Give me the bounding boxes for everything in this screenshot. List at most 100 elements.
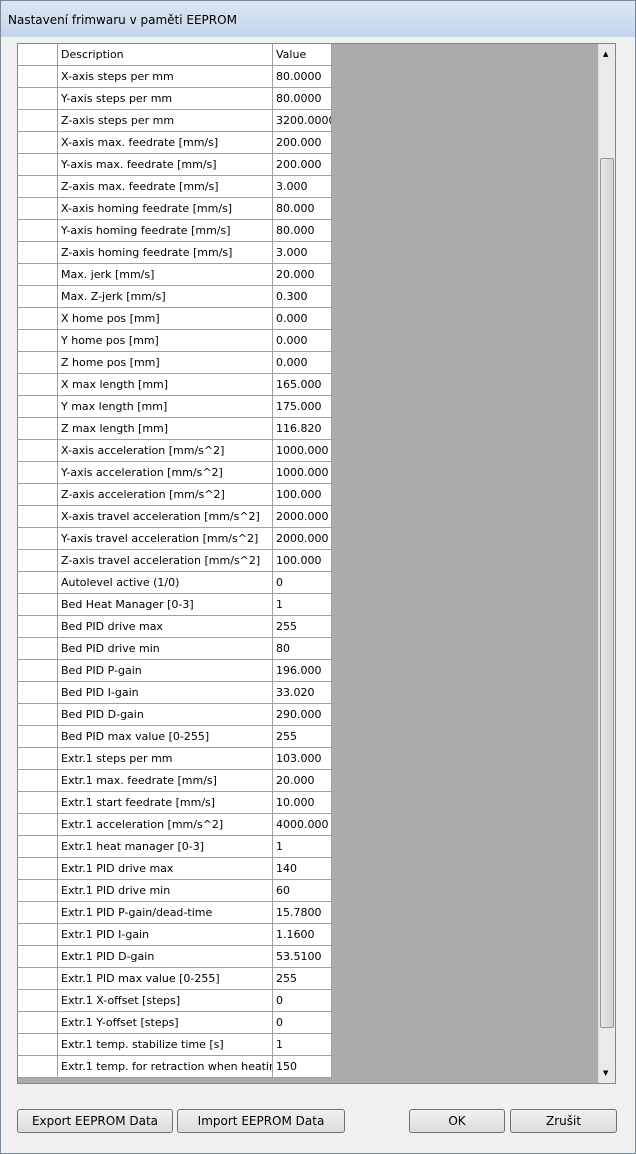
table-cell[interactable]: 20.000 (273, 770, 332, 792)
table-cell[interactable]: 4000.000 (273, 814, 332, 836)
row-header[interactable] (18, 638, 58, 660)
table-cell[interactable]: 80.0000 (273, 66, 332, 88)
row-header[interactable] (18, 880, 58, 902)
scrollbar[interactable]: ▲ ▼ (598, 44, 615, 1083)
button[interactable]: OK (409, 1109, 505, 1133)
table-cell[interactable]: X max length [mm] (58, 374, 273, 396)
table-cell[interactable]: 255 (273, 616, 332, 638)
table-cell[interactable]: Y home pos [mm] (58, 330, 273, 352)
button[interactable]: Export EEPROM Data (17, 1109, 173, 1133)
row-header[interactable] (18, 748, 58, 770)
row-header[interactable] (18, 88, 58, 110)
table-cell[interactable]: Extr.1 X-offset [steps] (58, 990, 273, 1012)
row-header[interactable] (18, 506, 58, 528)
row-header[interactable] (18, 1012, 58, 1034)
table-cell[interactable]: 0 (273, 990, 332, 1012)
table-cell[interactable]: 0.000 (273, 308, 332, 330)
row-header[interactable] (18, 946, 58, 968)
row-header[interactable] (18, 660, 58, 682)
table-cell[interactable]: Z-axis travel acceleration [mm/s^2] (58, 550, 273, 572)
table-cell[interactable]: 255 (273, 726, 332, 748)
table-cell[interactable]: 80 (273, 638, 332, 660)
scroll-up[interactable]: ▲ (603, 50, 609, 58)
table-cell[interactable]: Bed PID drive min (58, 638, 273, 660)
row-header[interactable] (18, 1056, 58, 1078)
row-header[interactable] (18, 814, 58, 836)
row-header[interactable] (18, 308, 58, 330)
row-header[interactable] (18, 594, 58, 616)
table-cell[interactable]: Autolevel active (1/0) (58, 572, 273, 594)
table-cell[interactable]: X home pos [mm] (58, 308, 273, 330)
table-cell[interactable]: 150 (273, 1056, 332, 1078)
table-cell[interactable]: 20.000 (273, 264, 332, 286)
table-cell[interactable]: Y-axis homing feedrate [mm/s] (58, 220, 273, 242)
row-header[interactable] (18, 1034, 58, 1056)
table-cell[interactable]: Bed PID drive max (58, 616, 273, 638)
table-cell[interactable]: Z home pos [mm] (58, 352, 273, 374)
scroll-thumb[interactable] (600, 158, 614, 1028)
row-header[interactable] (18, 110, 58, 132)
row-header[interactable] (18, 616, 58, 638)
table-cell[interactable]: 0 (273, 572, 332, 594)
table-cell[interactable]: 290.000 (273, 704, 332, 726)
row-header[interactable] (18, 484, 58, 506)
table-cell[interactable]: Z-axis homing feedrate [mm/s] (58, 242, 273, 264)
table-cell[interactable]: Max. jerk [mm/s] (58, 264, 273, 286)
table-cell[interactable]: Extr.1 acceleration [mm/s^2] (58, 814, 273, 836)
row-header[interactable] (18, 176, 58, 198)
table-cell[interactable]: 3.000 (273, 242, 332, 264)
row-header[interactable] (18, 396, 58, 418)
table-cell[interactable]: Max. Z-jerk [mm/s] (58, 286, 273, 308)
table-cell[interactable]: Y-axis max. feedrate [mm/s] (58, 154, 273, 176)
table-cell[interactable]: Extr.1 PID I-gain (58, 924, 273, 946)
table-cell[interactable]: Extr.1 PID drive max (58, 858, 273, 880)
table-cell[interactable]: 0.300 (273, 286, 332, 308)
row-header[interactable] (18, 990, 58, 1012)
table-cell[interactable]: Z-axis max. feedrate [mm/s] (58, 176, 273, 198)
row-header[interactable] (18, 792, 58, 814)
row-header[interactable] (18, 770, 58, 792)
row-header[interactable] (18, 220, 58, 242)
table-cell[interactable]: Y-axis travel acceleration [mm/s^2] (58, 528, 273, 550)
table-cell[interactable]: 1 (273, 1034, 332, 1056)
table-cell[interactable]: Extr.1 steps per mm (58, 748, 273, 770)
table-cell[interactable]: 1000.000 (273, 440, 332, 462)
table-cell[interactable]: 10.000 (273, 792, 332, 814)
row-header[interactable] (18, 836, 58, 858)
table-cell[interactable]: Extr.1 PID drive min (58, 880, 273, 902)
row-header[interactable] (18, 66, 58, 88)
table-cell[interactable]: 0.000 (273, 330, 332, 352)
table-cell[interactable]: Extr.1 PID max value [0-255] (58, 968, 273, 990)
table-cell[interactable]: 3.000 (273, 176, 332, 198)
table-cell[interactable]: 0 (273, 1012, 332, 1034)
table-cell[interactable]: 60 (273, 880, 332, 902)
row-header[interactable] (18, 924, 58, 946)
table-cell[interactable]: 200.000 (273, 154, 332, 176)
table-cell[interactable]: Bed PID D-gain (58, 704, 273, 726)
table-cell[interactable]: 100.000 (273, 484, 332, 506)
table-cell[interactable]: 165.000 (273, 374, 332, 396)
table-cell[interactable]: 1 (273, 594, 332, 616)
table-cell[interactable]: X-axis travel acceleration [mm/s^2] (58, 506, 273, 528)
table-cell[interactable]: Extr.1 Y-offset [steps] (58, 1012, 273, 1034)
table-cell[interactable]: X-axis acceleration [mm/s^2] (58, 440, 273, 462)
table-cell[interactable]: Y-axis steps per mm (58, 88, 273, 110)
table-cell[interactable]: 200.000 (273, 132, 332, 154)
table-cell[interactable]: Bed Heat Manager [0-3] (58, 594, 273, 616)
table-cell[interactable]: Extr.1 max. feedrate [mm/s] (58, 770, 273, 792)
table-cell[interactable]: Z-axis steps per mm (58, 110, 273, 132)
row-header[interactable] (18, 418, 58, 440)
row-header[interactable] (18, 154, 58, 176)
button[interactable]: Zrušit (510, 1109, 617, 1133)
table-cell[interactable]: Bed PID I-gain (58, 682, 273, 704)
row-header[interactable] (18, 462, 58, 484)
row-header[interactable] (18, 572, 58, 594)
row-header[interactable] (18, 198, 58, 220)
table-cell[interactable]: Z-axis acceleration [mm/s^2] (58, 484, 273, 506)
table-cell[interactable]: 80.000 (273, 220, 332, 242)
row-header[interactable] (18, 132, 58, 154)
row-header[interactable] (18, 726, 58, 748)
table-cell[interactable]: Extr.1 start feedrate [mm/s] (58, 792, 273, 814)
table-cell[interactable]: 196.000 (273, 660, 332, 682)
row-header[interactable] (18, 682, 58, 704)
